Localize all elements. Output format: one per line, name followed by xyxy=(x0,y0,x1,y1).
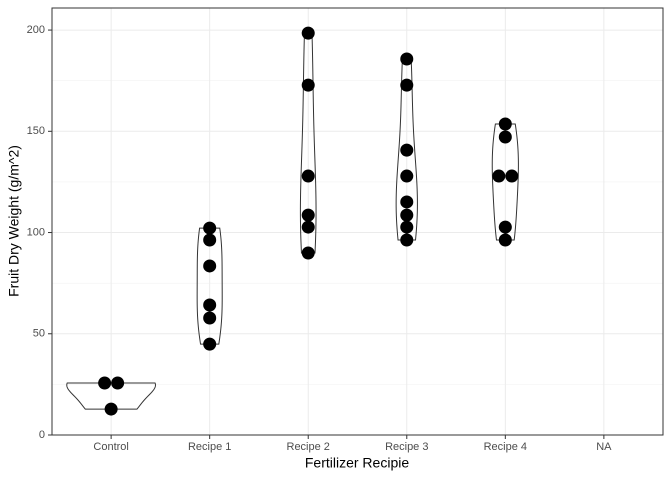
dot xyxy=(400,208,414,222)
x-tick-label: Control xyxy=(93,441,128,453)
dot xyxy=(301,208,315,222)
y-tick-label: 0 xyxy=(39,429,45,441)
panel-border xyxy=(51,7,664,436)
dot xyxy=(203,259,217,273)
y-tick-label: 100 xyxy=(27,226,45,238)
dot xyxy=(301,78,315,92)
dot xyxy=(301,26,315,40)
x-tick-label: Recipe 2 xyxy=(287,441,330,453)
dot xyxy=(203,337,217,351)
dot xyxy=(203,311,217,325)
dot xyxy=(498,220,512,234)
dot xyxy=(400,52,414,66)
y-tick-label: 50 xyxy=(33,328,45,340)
dot xyxy=(400,233,414,247)
x-tick-label: NA xyxy=(596,441,612,453)
panel-background xyxy=(52,8,663,435)
x-tick-label: Recipe 4 xyxy=(484,441,527,453)
x-axis-title: Fertilizer Recipie xyxy=(305,455,409,471)
dot xyxy=(301,246,315,260)
dot xyxy=(400,143,414,157)
dot xyxy=(498,117,512,131)
violin xyxy=(66,382,156,410)
dot xyxy=(400,220,414,234)
dot xyxy=(400,195,414,209)
y-tick-label: 150 xyxy=(27,125,45,137)
y-tick-label: 200 xyxy=(27,24,45,36)
dot xyxy=(203,221,217,235)
dot xyxy=(400,78,414,92)
dot xyxy=(203,233,217,247)
x-tick-label: Recipe 3 xyxy=(385,441,428,453)
dot xyxy=(111,376,125,390)
dot xyxy=(492,169,506,183)
y-axis-title: Fruit Dry Weight (g/m^2) xyxy=(6,145,22,297)
violin xyxy=(491,123,519,241)
dot xyxy=(301,169,315,183)
dot xyxy=(505,169,519,183)
dot xyxy=(498,130,512,144)
dot xyxy=(104,402,118,416)
dot xyxy=(400,169,414,183)
dot xyxy=(301,220,315,234)
x-tick-label: Recipe 1 xyxy=(188,441,231,453)
violin xyxy=(196,227,223,345)
dot xyxy=(98,376,112,390)
dot xyxy=(203,298,217,312)
dot xyxy=(498,233,512,247)
